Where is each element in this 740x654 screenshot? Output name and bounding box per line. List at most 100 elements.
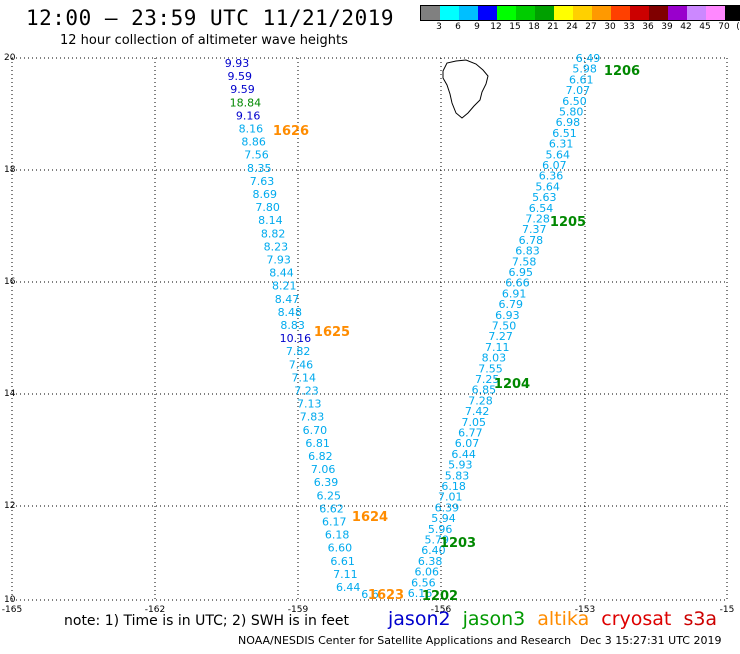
colorbar-cell <box>573 6 592 20</box>
time-label: 1205 <box>550 215 586 230</box>
colorbar-cell <box>478 6 497 20</box>
swh-reading: 5.94 <box>431 512 456 525</box>
swh-reading: 6.40 <box>421 544 446 557</box>
y-tick-label: 10 <box>4 595 16 605</box>
swh-reading: 6.36 <box>539 170 564 183</box>
swh-reading: 5.98 <box>572 63 597 76</box>
swh-reading: 18.84 <box>230 96 262 109</box>
swh-reading: 6.81 <box>305 437 330 450</box>
swh-reading: 8.69 <box>253 188 278 201</box>
x-tick-label: -162 <box>145 605 165 615</box>
colorbar-label: 3 <box>436 22 442 32</box>
swh-reading: 7.82 <box>286 345 311 358</box>
y-tick-label: 12 <box>4 501 15 511</box>
swh-reading: 7.80 <box>255 201 280 214</box>
swh-reading: 7.83 <box>300 411 325 424</box>
swh-reading: 7.23 <box>294 385 319 398</box>
swh-reading: 6.70 <box>303 424 328 437</box>
swh-reading: 6.61 <box>569 73 594 86</box>
swh-reading: 8.86 <box>241 136 266 149</box>
track-west: 9.939.599.5918.849.168.168.867.568.357.6… <box>225 57 379 601</box>
satellite-legend: jason2 jason3 altika cryosat s3a <box>388 608 723 630</box>
swh-reading: 10.16 <box>280 332 312 345</box>
swh-reading: 6.06 <box>414 566 439 579</box>
swh-reading: 7.46 <box>289 358 314 371</box>
colorbar-cell <box>459 6 478 20</box>
swh-reading: 7.27 <box>488 330 513 343</box>
colorbar-label: 39 <box>661 22 673 32</box>
swh-reading: 7.28 <box>468 394 493 407</box>
y-tick-label: 16 <box>4 277 16 287</box>
swh-reading: 8.21 <box>272 280 297 293</box>
swh-reading: 5.96 <box>428 523 453 536</box>
swh-reading: 7.06 <box>311 463 336 476</box>
swh-reading: 7.14 <box>291 371 316 384</box>
legend-jason2: jason2 <box>388 608 451 630</box>
swh-reading: 7.56 <box>244 149 269 162</box>
legend-s3a: s3a <box>683 608 718 630</box>
swh-reading: 7.13 <box>297 398 322 411</box>
colorbar-cell <box>592 6 611 20</box>
page-subtitle: 12 hour collection of altimeter wave hei… <box>60 33 348 48</box>
swh-reading: 6.66 <box>505 277 530 290</box>
colorbar-cell <box>706 6 725 20</box>
x-tick-label: -153 <box>575 605 595 615</box>
y-tick-label: 14 <box>4 389 16 399</box>
swh-reading: 6.51 <box>552 127 577 140</box>
x-tick-labels: -165 -162 -159 -156 -153 -15 <box>2 605 735 615</box>
swh-reading: 7.25 <box>475 373 500 386</box>
swh-reading: 7.55 <box>478 362 503 375</box>
swh-reading: 5.64 <box>546 148 571 161</box>
big-island-coastline <box>442 59 489 119</box>
time-label: 1203 <box>440 536 476 551</box>
colorbar-label: 70 <box>718 22 730 32</box>
colorbar-cell <box>649 6 668 20</box>
time-label: 1626 <box>273 124 309 139</box>
swh-reading: 8.23 <box>264 240 289 253</box>
x-tick-label: -159 <box>288 605 309 615</box>
swh-reading: 8.48 <box>278 306 303 319</box>
swh-reading: 6.44 <box>336 581 361 594</box>
swh-reading: 8.14 <box>258 214 283 227</box>
swh-reading: 6.50 <box>562 95 587 108</box>
swh-reading: 9.59 <box>228 70 253 83</box>
legend-cryosat: cryosat <box>601 608 672 630</box>
swh-reading: 8.44 <box>269 267 294 280</box>
swh-reading: 6.95 <box>509 266 534 279</box>
swh-reading: 6.18 <box>441 480 466 493</box>
swh-reading: 6.07 <box>455 437 480 450</box>
swh-reading: 6.77 <box>458 427 483 440</box>
timestamp: Dec 3 15:27:31 UTC 2019 <box>580 634 722 647</box>
swh-reading: 6.98 <box>556 116 581 129</box>
swh-reading: 7.58 <box>512 255 537 268</box>
swh-reading: 5.80 <box>559 106 584 119</box>
swh-reading: 6.54 <box>529 202 554 215</box>
swh-reading: 6.39 <box>435 501 460 514</box>
legend-altika: altika <box>537 608 590 630</box>
time-label: 1625 <box>314 325 350 340</box>
time-label: 1624 <box>352 510 388 525</box>
swh-reading: 6.07 <box>542 159 567 172</box>
note-text: note: 1) Time is in UTC; 2) SWH is in fe… <box>64 613 350 629</box>
colorbar-label: 36 <box>642 22 654 32</box>
swh-reading: 7.42 <box>465 405 490 418</box>
swh-reading: 7.01 <box>438 491 463 504</box>
swh-reading: 5.64 <box>535 180 560 193</box>
colorbar-cell <box>535 6 554 20</box>
swh-reading: 6.38 <box>418 555 443 568</box>
swh-reading: 6.62 <box>319 502 344 515</box>
swh-reading: 7.63 <box>250 175 275 188</box>
swh-reading: 7.05 <box>462 416 487 429</box>
swh-reading: 6.49 <box>576 52 601 65</box>
swh-reading: 6.18 <box>325 529 350 542</box>
swh-reading: 9.93 <box>225 57 250 70</box>
swh-reading: 7.28 <box>525 213 550 226</box>
colorbar-label: 24 <box>566 22 578 32</box>
swh-reading: 7.50 <box>492 320 517 333</box>
swh-reading: 6.82 <box>308 450 333 463</box>
swh-reading: 6.93 <box>495 309 520 322</box>
swh-reading: 7.07 <box>566 84 591 97</box>
colorbar-label: 45 <box>699 22 711 32</box>
